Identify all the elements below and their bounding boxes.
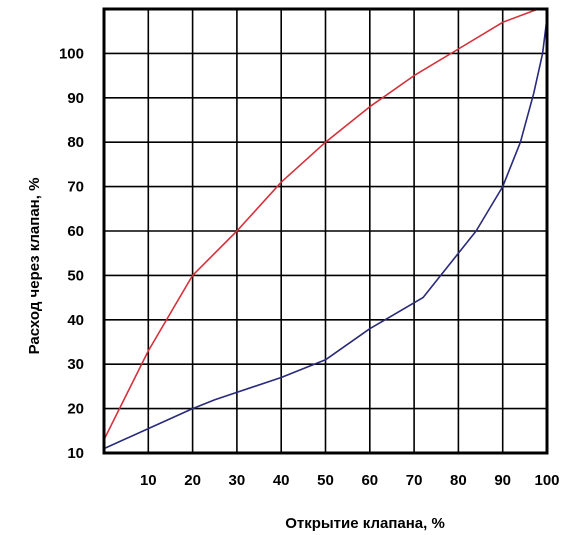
y-tick-label: 50 <box>67 267 84 284</box>
x-tick-label: 70 <box>406 472 423 489</box>
y-tick-labels: 10 20 30 40 50 60 70 80 90 100 <box>59 45 84 462</box>
x-tick-label: 20 <box>184 472 201 489</box>
y-tick-label: 90 <box>67 90 84 107</box>
series-lines <box>103 8 548 450</box>
x-tick-label: 30 <box>229 472 246 489</box>
x-tick-label: 60 <box>361 472 378 489</box>
x-tick-label: 90 <box>494 472 511 489</box>
plot-frame <box>102 7 549 455</box>
x-tick-label: 40 <box>273 472 290 489</box>
series-line-2 <box>103 17 548 450</box>
y-tick-label: 10 <box>67 445 84 462</box>
series-line-1 <box>103 8 539 441</box>
y-tick-label: 100 <box>59 45 84 62</box>
y-tick-label: 80 <box>67 134 84 151</box>
x-tick-label: 80 <box>450 472 467 489</box>
x-tick-label: 10 <box>140 472 157 489</box>
y-tick-label: 20 <box>67 401 84 418</box>
y-axis-title: Расход через клапан, % <box>26 178 43 355</box>
x-tick-labels: 10 20 30 40 50 60 70 80 90 100 <box>140 472 560 489</box>
y-tick-label: 60 <box>67 223 84 240</box>
y-tick-label: 30 <box>67 356 84 373</box>
y-tick-label: 70 <box>67 179 84 196</box>
y-tick-label: 40 <box>67 312 84 329</box>
x-tick-label: 50 <box>317 472 334 489</box>
grid-lines <box>104 9 548 454</box>
x-tick-label: 100 <box>534 472 559 489</box>
x-axis-title: Открытие клапана, % <box>285 515 445 532</box>
